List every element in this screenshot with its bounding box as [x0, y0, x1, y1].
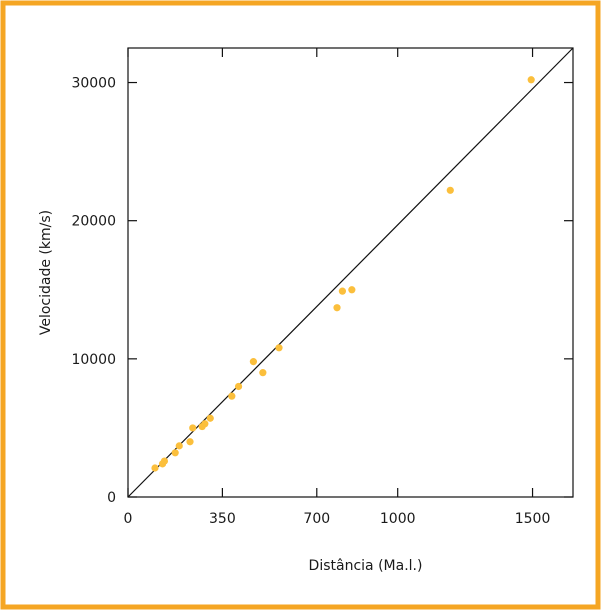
x-tick-label: 1500	[515, 511, 551, 527]
data-point	[186, 438, 194, 446]
data-point	[160, 457, 169, 465]
data-point	[206, 414, 214, 422]
data-points	[151, 76, 535, 472]
data-point	[338, 287, 347, 295]
data-point	[234, 382, 243, 391]
data-point	[249, 358, 258, 366]
data-point	[228, 392, 236, 400]
y-tick-label: 30000	[71, 76, 116, 92]
y-tick-label: 10000	[71, 352, 116, 368]
x-tick-label: 1000	[380, 511, 416, 527]
data-point	[333, 304, 341, 312]
data-point	[171, 449, 179, 457]
x-tick-label: 350	[209, 511, 236, 527]
x-tick-label: 700	[303, 511, 330, 527]
data-point	[189, 424, 197, 432]
data-point	[527, 76, 535, 84]
y-axis-ticks: 0 10000 20000 30000	[71, 76, 573, 506]
y-axis-title: Velocidade (km/s)	[38, 210, 54, 335]
data-point	[275, 344, 283, 352]
y-tick-label: 20000	[71, 214, 116, 230]
data-point	[446, 186, 454, 194]
data-point	[175, 442, 183, 450]
data-point	[201, 420, 209, 428]
x-axis-ticks: 0 350 700 1000 1500	[124, 48, 551, 527]
data-point	[151, 464, 159, 472]
x-tick-label: 0	[124, 511, 133, 527]
data-point	[348, 286, 356, 294]
y-tick-label: 0	[107, 490, 116, 506]
x-axis-title: Distância (Ma.l.)	[309, 558, 423, 574]
plot-border	[127, 47, 574, 498]
data-point	[259, 369, 267, 377]
